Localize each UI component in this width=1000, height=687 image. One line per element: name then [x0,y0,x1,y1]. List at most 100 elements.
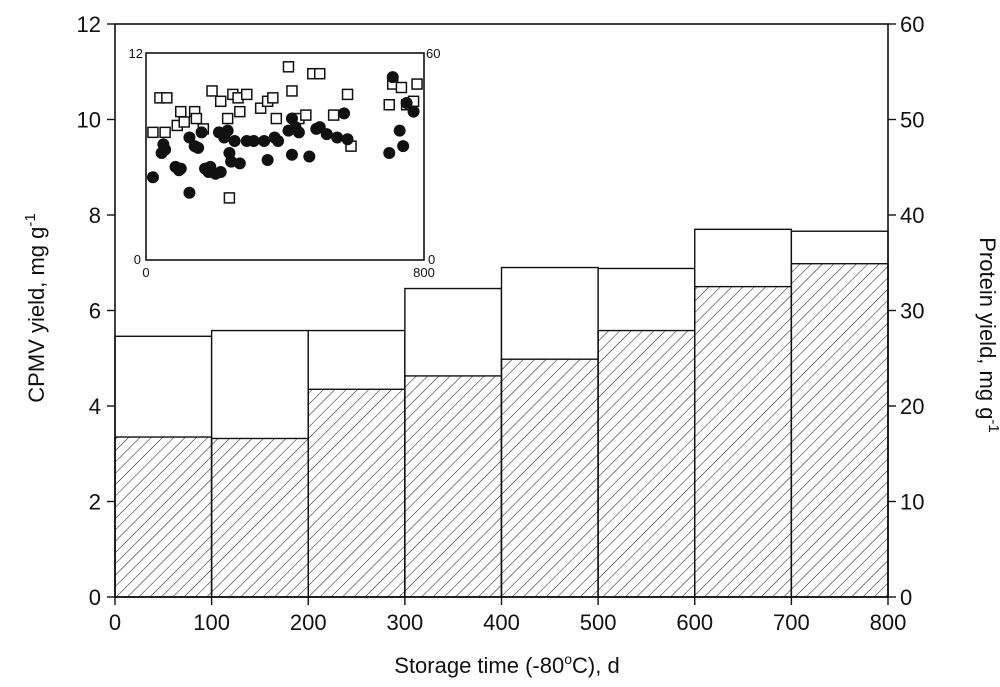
cpmv-point [386,71,399,84]
protein-point [314,67,326,80]
y-tick-label: 6 [89,299,101,324]
cpmv-point [258,134,271,147]
cpmv-point [233,157,246,170]
cpmv-point [338,107,351,120]
cpmv-point [272,134,285,147]
cpmv-point [228,134,241,147]
inset-y-tick-label: 12 [129,46,143,61]
x-tick-label: 0 [109,610,121,635]
cpmv-bar [210,437,309,598]
protein-point [395,81,408,94]
x-tick-label: 800 [870,610,907,635]
y2-tick-label: 10 [900,490,924,515]
x-tick-label: 700 [773,610,810,635]
inset-x-tick-label: 0 [142,265,149,280]
cpmv-bar [694,285,793,598]
y2-tick-label: 50 [900,108,924,133]
protein-point [270,112,283,125]
y2-tick-label: 0 [900,585,912,610]
y-tick-label: 12 [77,12,101,37]
cpmv-point [192,141,205,154]
y2-tick-label: 30 [900,299,924,324]
cpmv-point [383,147,396,160]
x-tick-label: 100 [193,610,230,635]
cpmv-point [285,148,298,161]
y-tick-label: 4 [89,394,101,419]
main-axes: 0 100 200 300 400 500 600 700 800024681012010203… [77,12,925,635]
protein-point [178,116,190,128]
cpmv-bar [597,329,696,598]
cpmv-bar [500,358,599,598]
left-axis-title: CPMV yield, mg g-1 [22,213,49,402]
protein-point [234,105,246,118]
protein-point [159,126,171,139]
cpmv-point [221,124,234,137]
cpmv-point [183,186,196,199]
protein-point [254,102,267,114]
protein-point [411,78,423,90]
y-tick-label: 10 [77,108,101,133]
cpmv-point [146,171,159,184]
cpmv-point [393,124,406,137]
cpmv-bar [114,436,213,598]
cpmv-point [400,97,413,110]
protein-point [221,112,234,125]
y-tick-label: 8 [89,203,101,228]
x-tick-label: 500 [580,610,617,635]
x-tick-label: 600 [676,610,713,635]
inset-y2-tick-label: 60 [426,46,440,61]
cpmv-point [159,143,172,156]
inset-y-tick-label: 0 [134,252,141,267]
right-axis-title: Protein yield, mg g-1 [975,237,1000,433]
inset-frame [145,52,425,261]
protein-point [383,99,395,111]
protein-point [206,85,218,97]
inset-y2-tick-label: 0 [428,252,435,267]
x-tick-label: 300 [387,610,424,635]
y2-tick-label: 60 [900,12,924,37]
inset-x-tick-label: 800 [413,265,435,280]
protein-point [161,92,173,104]
protein-point [282,61,295,73]
y2-tick-label: 40 [900,203,924,228]
cpmv-point [397,140,410,153]
cpmv-bar [790,263,889,598]
protein-point [341,88,354,101]
inset-points [146,61,423,204]
protein-point [223,192,236,204]
cpmv-point [407,105,420,118]
main-bars [114,228,889,598]
cpmv-point [183,131,196,144]
cpmv-point [341,133,354,146]
inset-background [118,43,454,280]
cpmv-point [214,166,227,179]
cpmv-point [292,126,305,139]
protein-point [327,109,340,121]
cpmv-point [320,128,333,141]
cpmv-point [303,150,316,163]
protein-point [300,109,312,121]
cpmv-point [331,131,344,144]
protein-point [147,126,159,139]
protein-point [286,85,298,97]
protein-point [175,105,187,118]
x-axis-title: Storage time (-80oC), d [394,651,619,678]
protein-point [241,88,253,101]
x-tick-label: 400 [483,610,520,635]
x-tick-label: 200 [290,610,327,635]
protein-point [267,92,279,104]
cpmv-point [261,153,274,166]
cpmv-point [174,162,187,175]
cpmv-bar [404,375,503,598]
y2-tick-label: 20 [900,394,924,419]
y-tick-label: 0 [89,585,101,610]
cpmv-bar [307,388,406,598]
protein-point [190,112,203,125]
y-tick-label: 2 [89,490,101,515]
cpmv-point [195,126,208,139]
protein-point [214,95,227,108]
cpmv-point [247,134,260,147]
